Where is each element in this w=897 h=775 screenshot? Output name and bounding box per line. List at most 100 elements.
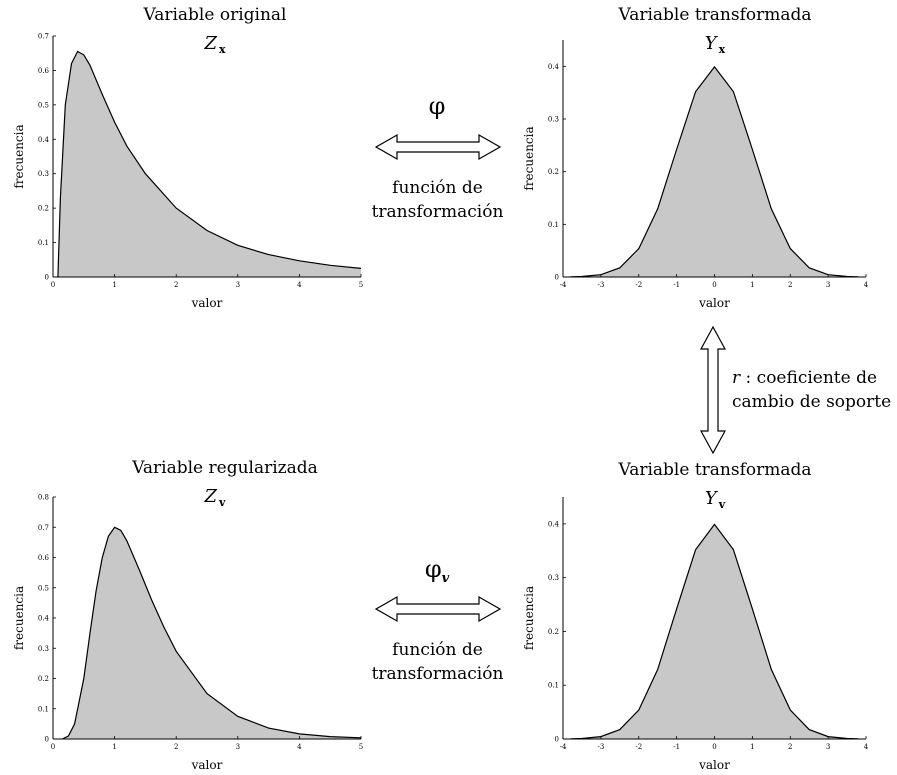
y-tick-label-bl: 0.3: [38, 645, 49, 653]
y-tick-label-tl: 0.7: [38, 33, 49, 41]
coeficiente-line1: r : coeficiente de: [732, 366, 891, 390]
phi-v-symbol-bottom: φv: [412, 555, 462, 586]
density-curve-tl: [57, 50, 362, 278]
y-tick-label-tl: 0.4: [38, 136, 50, 144]
coeficiente-text: : coeficiente de: [740, 368, 878, 388]
density-curve-bl: [61, 526, 362, 740]
y-tick-label-zero-bl: 0: [45, 736, 49, 744]
x-tick-label-tl: 3: [236, 281, 240, 289]
x-tick-label-br: 4: [864, 743, 869, 751]
x-tick-label-tl: 1: [112, 281, 116, 289]
x-tick-label-tr: 0: [712, 281, 716, 289]
funcion-line2: transformación: [371, 664, 504, 684]
symbol-z-v-sub: v: [219, 496, 226, 509]
double-arrow-vertical-icon: [699, 325, 727, 455]
y-tick-label-tr: 0.2: [548, 168, 559, 176]
x-tick-label-tl: 0: [51, 281, 55, 289]
phi-v-sub: v: [441, 571, 450, 586]
area-fill-tl: [57, 51, 362, 277]
coeficiente-line2: cambio de soporte: [732, 392, 892, 412]
symbol-y-v-letter: Y: [704, 488, 717, 509]
double-arrow-horizontal-bottom-icon: [374, 595, 502, 623]
y-tick-label-tl: 0.6: [38, 67, 50, 75]
symbol-y-v-sub: v: [718, 498, 726, 511]
symbol-z-x-sub: x: [218, 43, 226, 56]
x-tick-label-tr: -2: [635, 281, 642, 289]
y-tick-label-tl: 0.5: [38, 101, 49, 109]
x-tick-label-br: -2: [635, 743, 642, 751]
y-tick-label-tr: 0: [555, 274, 559, 282]
x-tick-label-br: 1: [750, 743, 754, 751]
symbol-y-x-sub: x: [718, 43, 726, 56]
x-tick-label-tl: 2: [174, 281, 178, 289]
y-tick-label-bl: 0.8: [38, 494, 49, 502]
x-tick-label-bl: 2: [174, 743, 178, 751]
x-tick-label-br: -1: [673, 743, 680, 751]
density-curve-br: [570, 523, 859, 740]
phi-symbol-top: φ: [428, 92, 446, 120]
coeficiente-cambio-soporte: r : coeficiente de cambio de soporte: [732, 366, 891, 414]
y-tick-label-tl: 0.2: [38, 205, 49, 213]
y-tick-label-br: 0.2: [548, 628, 559, 636]
x-axis-label-bl: valor: [191, 758, 223, 772]
x-tick-label-bl: 4: [297, 743, 302, 751]
y-tick-label-tl: 0.3: [38, 170, 49, 178]
symbol-z-x-letter: Z: [204, 33, 217, 54]
x-axis-label-br: valor: [698, 758, 730, 772]
funcion-transformacion-top: función de transformación: [360, 176, 515, 224]
plot-group-tl: 0 1 2 3 4 5 0.1 0.2 0.3 0.4 0.5 0.6 0.7 0 valor frecuen…: [12, 33, 363, 311]
y-tick-label-br: 0.1: [548, 682, 559, 690]
x-tick-label-bl: 3: [236, 743, 240, 751]
funcion-transformacion-bottom: función de transformación: [360, 638, 515, 686]
x-tick-label-tr: 4: [864, 281, 869, 289]
y-tick-label-bl: 0.2: [38, 675, 49, 683]
y-tick-label-br: 0.4: [548, 520, 560, 528]
y-axis-label-tr: frecuencia: [522, 126, 536, 190]
y-tick-label-bl: 0.5: [38, 584, 49, 592]
x-tick-label-bl: 1: [112, 743, 116, 751]
plot-group-tr: -4 -3 -2 -1 0 1 2 3 4 0 0.1 0.2 0.3 0.4 valor frecuenci…: [522, 40, 869, 310]
x-tick-label-br: 2: [788, 743, 792, 751]
phi-v-letter: φ: [424, 555, 442, 583]
title-transformada-top: Variable transformada: [618, 5, 812, 25]
y-tick-label-bl: 0.7: [38, 524, 49, 532]
title-transformada-bottom: Variable transformada: [618, 460, 812, 480]
plot-group-bl: 0 1 2 3 4 5 0.1 0.2 0.3 0.4 0.5 0.6 0.7 0.8 0 valor frec…: [12, 494, 363, 773]
funcion-line1: función de: [392, 640, 483, 660]
y-tick-label-tl: 0.1: [38, 239, 49, 247]
title-regularizada: Variable regularizada: [132, 458, 318, 478]
x-axis-label-tl: valor: [191, 296, 223, 310]
x-tick-label-bl: 5: [359, 743, 363, 751]
title-original: Variable original: [143, 5, 287, 25]
x-tick-label-tr: -3: [597, 281, 604, 289]
area-fill-br: [570, 524, 859, 739]
x-tick-label-br: -4: [560, 743, 567, 751]
y-tick-label-br: 0.3: [548, 574, 559, 582]
x-tick-label-tr: -4: [560, 281, 567, 289]
x-tick-label-bl: 0: [51, 743, 55, 751]
x-tick-label-br: 0: [712, 743, 716, 751]
y-axis-label-tl: frecuencia: [12, 124, 26, 188]
y-tick-label-bl: 0.4: [38, 615, 50, 623]
x-tick-label-tr: -1: [673, 281, 680, 289]
x-tick-label-br: -3: [597, 743, 604, 751]
funcion-line2: transformación: [371, 202, 504, 222]
double-arrow-horizontal-top-icon: [374, 133, 502, 161]
plot-group-br: -4 -3 -2 -1 0 1 2 3 4 0 0.1 0.2 0.3 0.4 valor frecuenci…: [522, 497, 869, 772]
y-axis-label-bl: frecuencia: [12, 586, 26, 650]
r-symbol: r: [732, 368, 741, 388]
x-tick-label-tr: 1: [750, 281, 754, 289]
x-axis-label-tr: valor: [698, 296, 730, 310]
x-tick-label-tr: 2: [788, 281, 792, 289]
y-tick-label-bl: 0.1: [38, 705, 49, 713]
y-axis-label-br: frecuencia: [522, 586, 536, 650]
x-tick-label-tl: 4: [297, 281, 302, 289]
symbol-z-v-letter: Z: [204, 486, 218, 507]
symbol-y-x-letter: Y: [704, 33, 717, 54]
y-tick-label-br: 0: [555, 736, 559, 744]
